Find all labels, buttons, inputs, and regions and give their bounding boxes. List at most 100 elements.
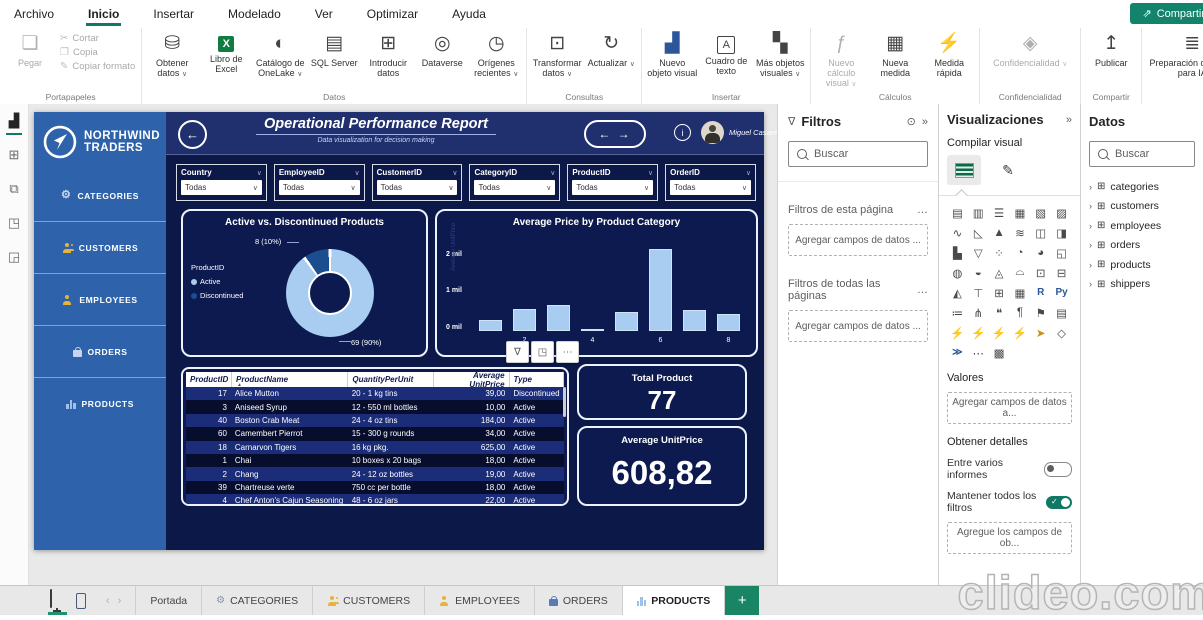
- matrix-icon[interactable]: ▦: [1010, 285, 1031, 300]
- data-table-customers[interactable]: ›⊞customers: [1089, 197, 1195, 217]
- slicer-orderid[interactable]: OrderID∨Todas∨: [665, 164, 756, 201]
- drillthrough-dropzone[interactable]: Agregue los campos de ob...: [947, 522, 1072, 554]
- slicer-dropdown-employeeid[interactable]: Todas∨: [279, 180, 360, 195]
- clustered-bar-chart-icon[interactable]: ☰: [989, 205, 1010, 220]
- smart-narrative-icon[interactable]: ¶: [1010, 305, 1031, 320]
- paginated-report-icon[interactable]: ▤: [1051, 305, 1072, 320]
- slicer-dropdown-customerid[interactable]: Todas∨: [377, 180, 458, 195]
- donut-visual[interactable]: Active vs. Discontinued Products Product…: [181, 209, 428, 357]
- slicer-dropdown-productid[interactable]: Todas∨: [572, 180, 653, 195]
- ribbon-origenes-recientes[interactable]: ◷Orígenes recientes ∨: [470, 30, 522, 80]
- ribbon-mas-objetos-visuales[interactable]: ▚Más objetos visuales ∨: [754, 30, 806, 80]
- power-bi-visual-icon[interactable]: ≫: [947, 345, 968, 360]
- card-average-unitprice[interactable]: Average UnitPrice 608,82: [577, 426, 747, 506]
- area-chart-icon[interactable]: ◺: [968, 225, 989, 240]
- bar-chart-visual[interactable]: Average Price by Product Category 2 mil …: [435, 209, 758, 357]
- slicer-customerid[interactable]: CustomerID∨Todas∨: [372, 164, 463, 201]
- menu-ayuda[interactable]: Ayuda: [450, 2, 488, 26]
- waterfall-chart-icon[interactable]: ▙: [947, 245, 968, 260]
- menu-modelado[interactable]: Modelado: [226, 2, 283, 26]
- all-pages-filters-dropzone[interactable]: Agregar campos de datos ...: [788, 310, 928, 342]
- page-tab-products[interactable]: PRODUCTS: [623, 586, 725, 615]
- line-stacked-column-chart-icon[interactable]: ◫: [1030, 225, 1051, 240]
- table-row[interactable]: 60Camembert Pierrot15 - 300 g rounds34,0…: [186, 427, 564, 440]
- qa-visual-icon[interactable]: ❝: [989, 305, 1010, 320]
- values-dropzone[interactable]: Agregar campos de datos a...: [947, 392, 1072, 424]
- kpi-icon[interactable]: ◭: [947, 285, 968, 300]
- build-visual-tab[interactable]: [947, 155, 981, 185]
- filled-map-icon[interactable]: ◒: [968, 265, 989, 280]
- table-row[interactable]: 17Alice Mutton20 - 1 kg tins39,00Discont…: [186, 387, 564, 400]
- gauge-icon[interactable]: ⌓: [1010, 265, 1031, 280]
- menu-archivo[interactable]: Archivo: [12, 2, 56, 26]
- column-header-productid[interactable]: ProductID: [186, 372, 232, 387]
- page-tab-categories[interactable]: ⚙CATEGORIES: [202, 586, 313, 615]
- 100-stacked-bar-chart-icon[interactable]: ▧: [1030, 205, 1051, 220]
- table-row[interactable]: 1Chai10 boxes x 20 bags18,00Active: [186, 454, 564, 467]
- page-tab-portada[interactable]: Portada: [135, 586, 202, 615]
- collapse-icon[interactable]: »: [1066, 114, 1072, 126]
- slicer-employeeid[interactable]: EmployeeID∨Todas∨: [274, 164, 365, 201]
- data-search-input[interactable]: Buscar: [1089, 141, 1195, 167]
- table-visual[interactable]: ProductIDProductName▴QuantityPerUnitAver…: [181, 367, 569, 506]
- page-tab-employees[interactable]: EMPLOYEES: [425, 586, 535, 615]
- bar-category-1[interactable]: [479, 245, 502, 331]
- map-icon[interactable]: ◍: [947, 265, 968, 280]
- table-view-button[interactable]: ⊞: [0, 138, 28, 172]
- sidebar-item-categories[interactable]: ⚙CATEGORIES: [34, 170, 166, 221]
- clustered-column-chart-icon[interactable]: ▦: [1010, 205, 1031, 220]
- table-row[interactable]: 4Chef Anton's Cajun Seasoning48 - 6 oz j…: [186, 494, 564, 506]
- table-row[interactable]: 40Boston Crab Meat24 - 4 oz tins184,00Ac…: [186, 414, 564, 427]
- donut-chart[interactable]: [286, 249, 374, 337]
- more-options-button[interactable]: ⋯: [556, 341, 579, 363]
- multi-row-card-icon[interactable]: ⊟: [1051, 265, 1072, 280]
- page-nav-arrows[interactable]: ← →: [584, 120, 646, 148]
- more-options-icon[interactable]: …: [917, 204, 928, 216]
- key-influencers-icon[interactable]: ≔: [947, 305, 968, 320]
- ribbon-dataverse[interactable]: ◎Dataverse: [416, 30, 468, 68]
- prev-page-arrow[interactable]: ‹: [106, 595, 110, 607]
- sidebar-item-customers[interactable]: CUSTOMERS: [34, 221, 166, 273]
- info-icon[interactable]: i: [674, 124, 691, 141]
- cross-report-toggle[interactable]: [1044, 462, 1072, 477]
- stacked-bar-chart-icon[interactable]: ▤: [947, 205, 968, 220]
- report-view-button[interactable]: ▟: [0, 104, 28, 138]
- ribbon-nueva-medida[interactable]: ▦Nueva medida: [869, 30, 921, 78]
- bar-category-3[interactable]: [547, 245, 570, 331]
- bar-category-6[interactable]: 6: [649, 245, 672, 331]
- legend-item-active[interactable]: Active: [191, 277, 243, 286]
- arcgis-map-icon[interactable]: ➤: [1030, 325, 1051, 340]
- page-filters-dropzone[interactable]: Agregar campos de datos ...: [788, 224, 928, 256]
- legend-item-discontinued[interactable]: Discontinued: [191, 291, 243, 300]
- menu-insertar[interactable]: Insertar: [151, 2, 196, 26]
- slicer-dropdown-orderid[interactable]: Todas∨: [670, 180, 751, 195]
- filter-button[interactable]: ∇: [506, 341, 529, 363]
- column-header-type[interactable]: Type: [510, 372, 564, 387]
- menu-inicio[interactable]: Inicio: [86, 2, 121, 26]
- table-icon[interactable]: ⊞: [989, 285, 1010, 300]
- filters-search-input[interactable]: Buscar: [788, 141, 928, 167]
- donut-chart-icon[interactable]: ◕: [1030, 245, 1051, 260]
- table-row[interactable]: 2Chang24 - 12 oz bottles19,00Active: [186, 467, 564, 480]
- collapse-icon[interactable]: »: [922, 116, 928, 128]
- format-visual-tab[interactable]: ✎: [991, 155, 1025, 185]
- table-row[interactable]: 18Carnarvon Tigers16 kg pkg.625,00Active: [186, 441, 564, 454]
- power-automate-filter-icon[interactable]: ⚡: [1010, 325, 1031, 340]
- table-row[interactable]: 3Aniseed Syrup12 - 550 ml bottles10,00Ac…: [186, 400, 564, 413]
- line-clustered-column-chart-icon[interactable]: ◨: [1051, 225, 1072, 240]
- 100-stacked-column-chart-icon[interactable]: ▨: [1051, 205, 1072, 220]
- tmdl-view-button[interactable]: ◲: [0, 240, 28, 274]
- metrics-icon[interactable]: ⚑: [1030, 305, 1051, 320]
- ribbon-catalogo-de-onelake[interactable]: ◐Catálogo de OneLake ∨: [254, 30, 306, 80]
- r-script-visual-icon[interactable]: R: [1030, 285, 1051, 300]
- data-table-shippers[interactable]: ›⊞shippers: [1089, 275, 1195, 295]
- custom-visual-icon[interactable]: ▩: [989, 345, 1010, 360]
- bar-category-2[interactable]: 2: [513, 245, 536, 331]
- sidebar-item-orders[interactable]: ORDERS: [34, 325, 166, 377]
- slicer-categoryid[interactable]: CategoryID∨Todas∨: [469, 164, 560, 201]
- keep-all-filters-toggle[interactable]: [1046, 496, 1072, 509]
- ribbon-nuevo-objeto-visual[interactable]: ▟Nuevo objeto visual: [646, 30, 698, 78]
- slicer-country[interactable]: Country∨Todas∨: [176, 164, 267, 201]
- sidebar-item-employees[interactable]: EMPLOYEES: [34, 273, 166, 325]
- column-header-quantityperunit[interactable]: QuantityPerUnit: [348, 372, 433, 387]
